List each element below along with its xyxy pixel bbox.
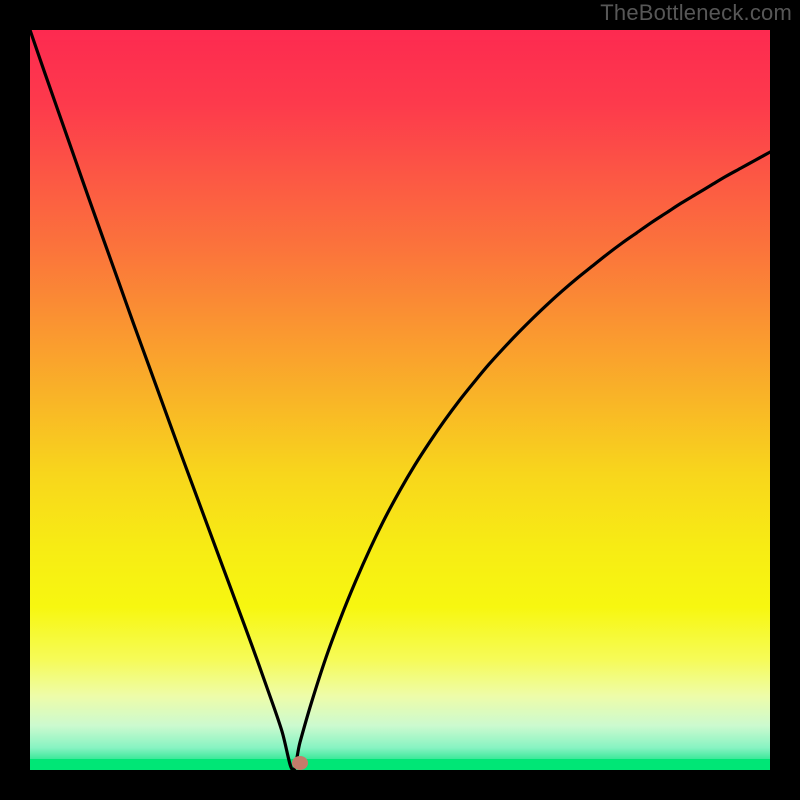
bottleneck-curve — [30, 30, 770, 770]
watermark-text: TheBottleneck.com — [600, 0, 792, 26]
plot-area — [30, 30, 770, 770]
chart-frame: TheBottleneck.com — [0, 0, 800, 800]
minimum-marker — [292, 756, 308, 770]
